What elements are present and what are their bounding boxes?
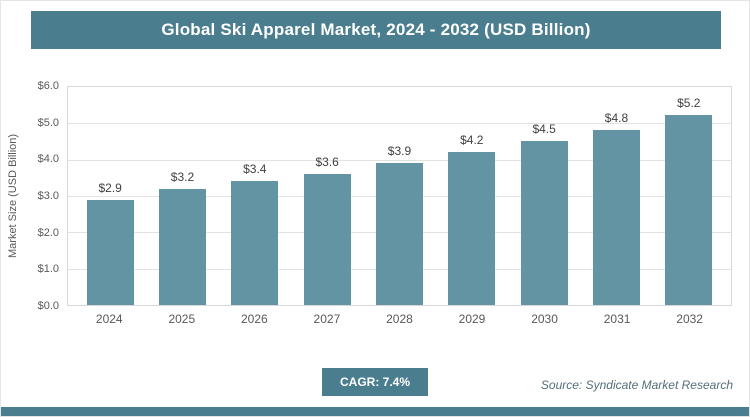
bar-slot: $3.4 <box>220 87 290 305</box>
bar-value-label: $3.9 <box>387 144 412 158</box>
y-tick-label: $4.0 <box>37 153 59 166</box>
x-tick-label: 2026 <box>241 312 268 326</box>
bar <box>520 141 568 305</box>
y-tick-label: $5.0 <box>37 116 59 129</box>
bar-slot: $3.2 <box>147 87 217 305</box>
x-tick-label: 2024 <box>95 312 123 326</box>
bar-value-label: $3.2 <box>170 169 195 184</box>
bar-value-label: $4.2 <box>460 133 484 147</box>
x-tick-label: 2029 <box>458 312 486 326</box>
bar <box>231 181 279 305</box>
y-tick-label: $2.0 <box>37 226 59 239</box>
x-axis-labels: 2024 2025 2026 2027 2028 2029 2030 2031 2032 <box>67 312 732 326</box>
y-tick-label: $1.0 <box>37 263 59 276</box>
bar <box>375 163 423 305</box>
y-tick-label: $0.0 <box>37 300 59 312</box>
plot-area: $2.9 $3.2 $3.4 $3.6 $3.9 $4.2 $4.5 $4.8 $5.2 <box>67 86 732 306</box>
x-tick-label: 2032 <box>676 312 703 326</box>
x-tick-label: 2028 <box>386 312 413 326</box>
x-tick-label: 2031 <box>603 312 631 326</box>
bar-slot: $4.5 <box>509 87 579 305</box>
bar <box>86 199 134 305</box>
bars-container: $2.9 $3.2 $3.4 $3.6 $3.9 $4.2 $4.5 $4.8 $5.2 <box>68 87 731 305</box>
bar <box>592 130 640 305</box>
source-note: Source: Syndicate Market Research <box>540 378 733 392</box>
y-tick-label: $3.0 <box>37 190 59 202</box>
cagr-badge: CAGR: 7.4% <box>321 368 429 396</box>
bar <box>665 115 713 305</box>
bar-value-label: $4.5 <box>532 122 556 136</box>
bar <box>303 174 351 305</box>
bar-slot: $3.6 <box>292 87 362 305</box>
bottom-accent-strip <box>1 407 749 416</box>
bar-slot: $3.9 <box>364 87 434 305</box>
bar <box>448 152 496 305</box>
gridline <box>68 159 731 161</box>
bar-value-label: $4.8 <box>604 111 629 125</box>
bar-slot: $5.2 <box>654 87 724 305</box>
bar-slot: $2.9 <box>75 87 145 305</box>
gridline <box>68 123 731 125</box>
bar-slot: $4.8 <box>581 87 651 305</box>
y-tick-label: $6.0 <box>37 80 59 92</box>
bar-slot: $4.2 <box>437 87 507 305</box>
bar <box>158 188 206 305</box>
chart-area: Market Size (USD Billion) $6.0 $5.0 $4.0 $3… <box>1 80 749 338</box>
bar-value-label: $3.4 <box>243 162 267 177</box>
x-tick-label: 2025 <box>168 312 196 326</box>
chart-title-bar: Global Ski Apparel Market, 2024 - 2032 (… <box>31 11 721 49</box>
x-tick-label: 2027 <box>313 312 341 326</box>
bar-value-label: $3.6 <box>315 155 339 169</box>
bar-value-label: $5.2 <box>677 96 701 111</box>
bar-value-label: $2.9 <box>98 180 122 195</box>
x-tick-label: 2030 <box>531 312 558 326</box>
chart-title: Global Ski Apparel Market, 2024 - 2032 (… <box>161 20 591 39</box>
